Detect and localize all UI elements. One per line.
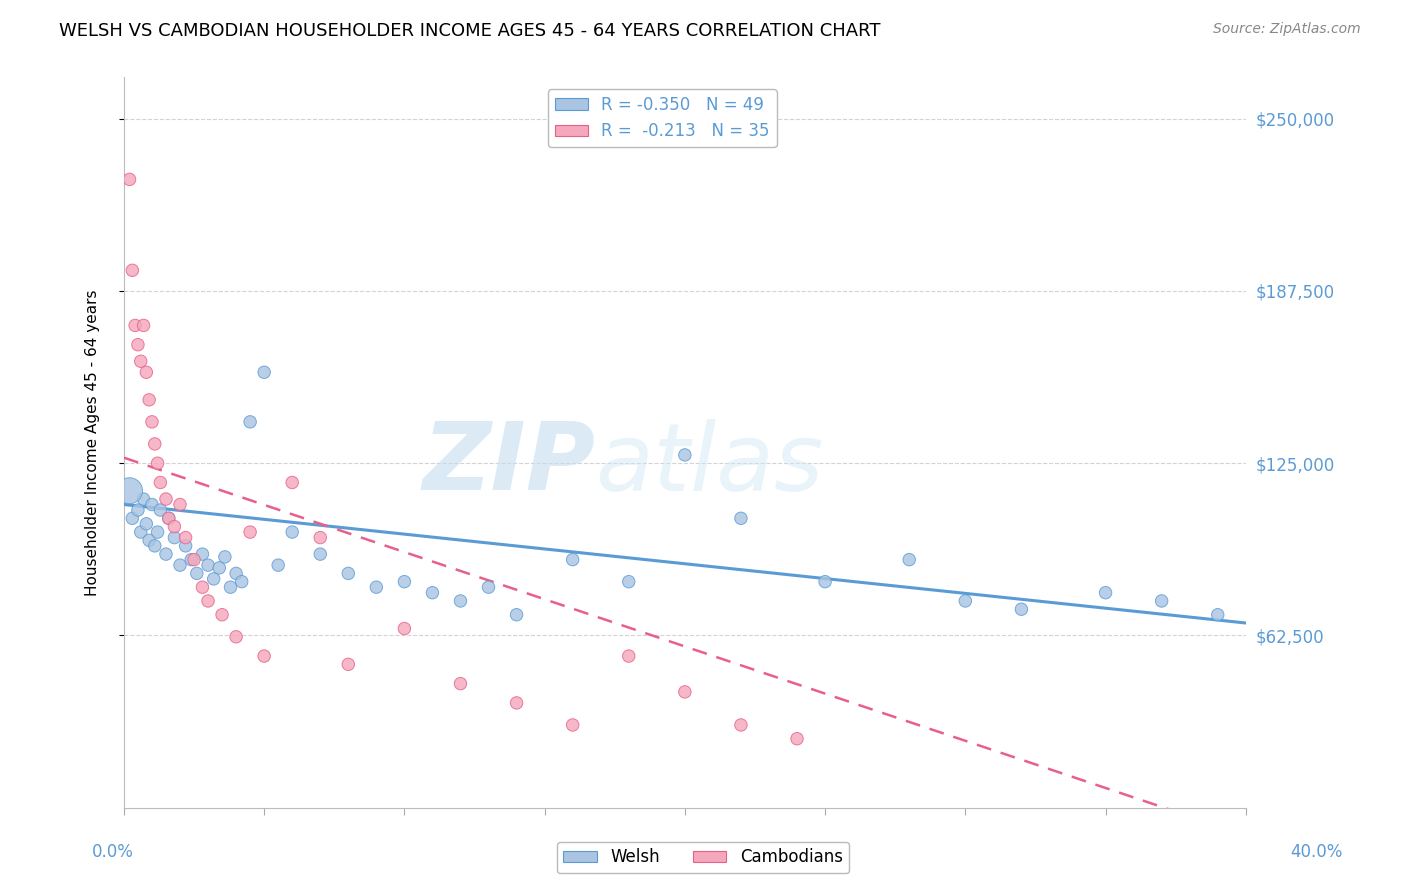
Point (955, 594, 977, 608)
Point (239, 415, 262, 429)
Point (253, 649, 276, 664)
Point (143, 539, 166, 553)
Point (127, 337, 149, 351)
Point (505, 607, 527, 622)
Point (267, 558, 290, 573)
Point (138, 533, 160, 548)
Text: WELSH VS CAMBODIAN HOUSEHOLDER INCOME AGES 45 - 64 YEARS CORRELATION CHART: WELSH VS CAMBODIAN HOUSEHOLDER INCOME AG… (59, 22, 880, 40)
Point (1010, 602, 1032, 616)
Point (169, 558, 191, 573)
Point (219, 580, 242, 594)
Point (135, 516, 157, 531)
Point (617, 649, 640, 664)
Point (281, 524, 304, 539)
Point (132, 318, 155, 333)
Text: 40.0%: 40.0% (1291, 843, 1343, 861)
Point (121, 511, 143, 525)
Point (673, 448, 696, 462)
Text: ZIP: ZIP (422, 418, 595, 510)
Point (450, 594, 472, 608)
Text: atlas: atlas (595, 419, 824, 510)
Point (180, 552, 202, 566)
Point (730, 511, 752, 525)
Point (214, 549, 236, 564)
Point (225, 630, 247, 644)
Point (366, 580, 388, 594)
Point (730, 718, 752, 732)
Point (422, 585, 444, 599)
Point (673, 685, 696, 699)
Point (121, 263, 143, 277)
Point (129, 524, 152, 539)
Legend: R = -0.350   N = 49, R =  -0.213   N = 35: R = -0.350 N = 49, R = -0.213 N = 35 (548, 89, 776, 147)
Point (138, 392, 160, 407)
Text: 0.0%: 0.0% (91, 843, 134, 861)
Point (337, 657, 360, 672)
Point (1206, 607, 1229, 622)
Point (129, 354, 152, 368)
Point (141, 498, 163, 512)
Text: Source: ZipAtlas.com: Source: ZipAtlas.com (1213, 22, 1361, 37)
Point (309, 547, 332, 561)
Point (146, 456, 169, 470)
Point (394, 574, 416, 589)
Point (208, 561, 231, 575)
Point (146, 524, 169, 539)
Point (477, 580, 499, 594)
Point (197, 558, 219, 573)
Point (211, 607, 233, 622)
Point (281, 475, 304, 490)
Point (127, 503, 149, 517)
Point (174, 539, 197, 553)
Point (617, 574, 640, 589)
Point (135, 365, 157, 379)
Point (505, 696, 527, 710)
Point (124, 318, 146, 333)
Point (231, 574, 253, 589)
Point (191, 547, 214, 561)
Point (183, 552, 205, 566)
Legend: Welsh, Cambodians: Welsh, Cambodians (557, 842, 849, 873)
Point (174, 531, 197, 545)
Point (1094, 585, 1116, 599)
Point (118, 172, 141, 186)
Point (155, 547, 177, 561)
Point (309, 531, 332, 545)
Point (561, 718, 583, 732)
Point (157, 511, 180, 525)
Point (202, 572, 225, 586)
Point (169, 498, 191, 512)
Point (118, 483, 141, 498)
Point (157, 511, 180, 525)
Point (225, 566, 247, 581)
Point (814, 574, 837, 589)
Point (239, 524, 262, 539)
Y-axis label: Householder Income Ages 45 - 64 years: Householder Income Ages 45 - 64 years (86, 289, 100, 596)
Point (561, 552, 583, 566)
Point (141, 415, 163, 429)
Point (786, 731, 808, 746)
Point (337, 566, 360, 581)
Point (132, 491, 155, 506)
Point (143, 437, 166, 451)
Point (149, 503, 172, 517)
Point (191, 580, 214, 594)
Point (149, 475, 172, 490)
Point (394, 622, 416, 636)
Point (197, 594, 219, 608)
Point (1150, 594, 1173, 608)
Point (450, 676, 472, 690)
Point (898, 552, 921, 566)
Point (163, 531, 186, 545)
Point (253, 365, 276, 379)
Point (186, 566, 208, 581)
Point (155, 491, 177, 506)
Point (163, 519, 186, 533)
